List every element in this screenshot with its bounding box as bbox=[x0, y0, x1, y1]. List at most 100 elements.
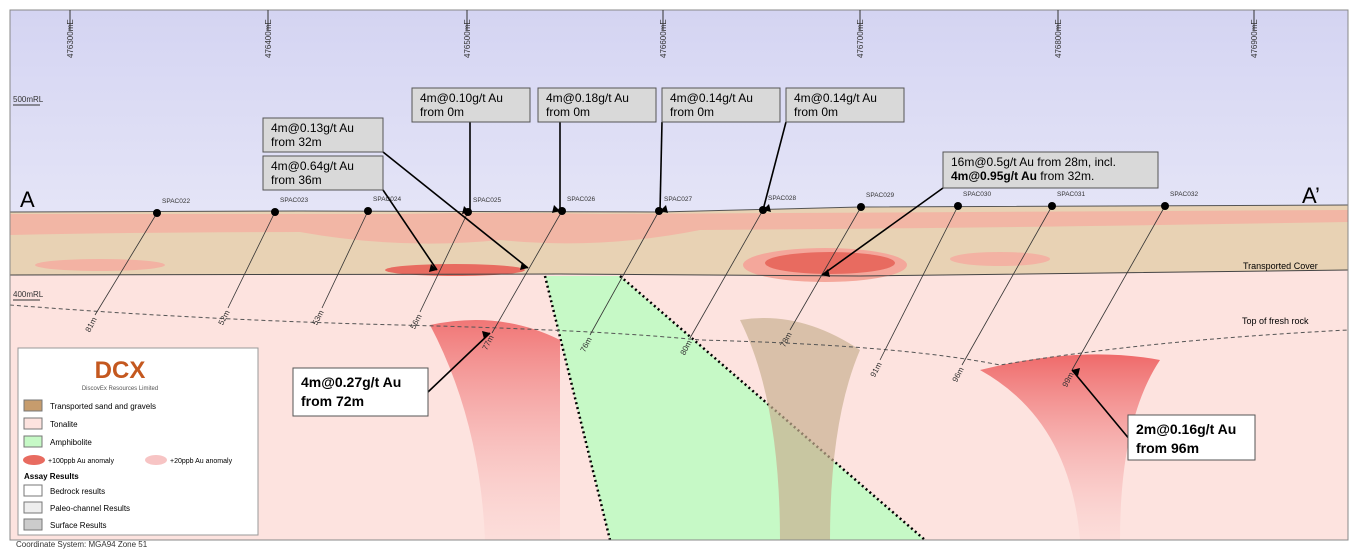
callout-text: from 0m bbox=[546, 105, 590, 119]
hole-id: SPAC031 bbox=[1057, 191, 1085, 198]
callout-text: from 0m bbox=[670, 105, 714, 119]
drillhole bbox=[94, 212, 158, 316]
logo: DCX bbox=[95, 357, 146, 384]
legend-swatch bbox=[23, 518, 43, 531]
hole-id: SPAC024 bbox=[373, 196, 401, 203]
anomaly bbox=[980, 354, 1160, 540]
easting-label: 476500mE bbox=[463, 19, 472, 58]
callout-box bbox=[537, 87, 657, 123]
fresh-rock-line bbox=[9, 304, 1349, 366]
frame bbox=[9, 9, 1349, 541]
easting-label: 476400mE bbox=[264, 19, 273, 58]
callout-box bbox=[1127, 414, 1256, 461]
arrow-head bbox=[520, 262, 528, 270]
collar bbox=[153, 209, 161, 217]
callout-arrow bbox=[821, 187, 944, 276]
callout-text: from 36m bbox=[271, 173, 322, 187]
drillhole bbox=[419, 211, 469, 313]
arrow-head bbox=[660, 205, 668, 213]
easting-label: 476800mE bbox=[1054, 19, 1063, 58]
collar bbox=[1161, 202, 1169, 210]
arrow-head bbox=[429, 264, 437, 272]
drillhole bbox=[961, 205, 1053, 366]
legend-swatch bbox=[23, 417, 43, 430]
callout-text: 4m@0.10g/t Au bbox=[420, 91, 503, 105]
callout-text: 16m@0.5g/t Au from 28m, incl. bbox=[951, 155, 1116, 169]
legend-label: Tonalite bbox=[50, 420, 78, 429]
hole-id: SPAC027 bbox=[664, 196, 692, 203]
hole-id: SPAC028 bbox=[768, 195, 796, 202]
drillhole bbox=[1071, 205, 1166, 371]
callout-arrow bbox=[382, 151, 529, 269]
drillhole bbox=[227, 211, 276, 309]
anomaly bbox=[740, 318, 860, 540]
drillhole bbox=[589, 210, 660, 336]
legend-box bbox=[17, 347, 259, 536]
anomaly bbox=[35, 259, 165, 271]
base-cover bbox=[9, 269, 1349, 277]
easting-label: 476600mE bbox=[659, 19, 668, 58]
legend-label: Amphibolite bbox=[50, 438, 92, 447]
callout-box bbox=[785, 87, 905, 123]
drillhole bbox=[879, 205, 959, 361]
section-label: A’ bbox=[1302, 183, 1320, 208]
collar bbox=[271, 208, 279, 216]
arrow-head bbox=[462, 206, 470, 214]
drillhole bbox=[321, 210, 369, 309]
callout-text: 4m@0.13g/t Au bbox=[271, 121, 354, 135]
callout-text: from 96m bbox=[1136, 440, 1199, 456]
callout-text: from 72m bbox=[301, 393, 364, 409]
legend-swatch bbox=[23, 501, 43, 514]
legend-label: Surface Results bbox=[50, 521, 106, 530]
callout-arrow bbox=[762, 121, 787, 211]
callout-text: from 32m. bbox=[1037, 169, 1094, 183]
arrow-head bbox=[822, 269, 830, 277]
callout-arrow bbox=[1071, 369, 1129, 439]
anomaly bbox=[765, 252, 895, 274]
easting-label: 476700mE bbox=[856, 19, 865, 58]
hole-id: SPAC032 bbox=[1170, 191, 1198, 198]
annotations: 476300mE 476400mE 476500mE 476600mE 476700mE… bbox=[13, 10, 1320, 461]
collar bbox=[1048, 202, 1056, 210]
callout-text: 4m@0.14g/t Au bbox=[670, 91, 753, 105]
hole-id: SPAC023 bbox=[280, 197, 308, 204]
legend-heading: Assay Results bbox=[24, 472, 79, 481]
callout-text: from 0m bbox=[794, 105, 838, 119]
unit-label: Top of fresh rock bbox=[1242, 316, 1309, 326]
hole-id: SPAC029 bbox=[866, 192, 894, 199]
legend-label: +20ppb Au anomaly bbox=[170, 458, 233, 465]
callout-arrow bbox=[382, 189, 438, 271]
anomaly bbox=[10, 210, 1348, 244]
callout-text: from 32m bbox=[271, 135, 322, 149]
legend-swatch bbox=[23, 455, 45, 465]
hole-id: SPAC022 bbox=[162, 198, 190, 205]
easting-label: 476900mE bbox=[1250, 19, 1259, 58]
elevation-label: 500mRL bbox=[13, 95, 44, 104]
hole-id: SPAC026 bbox=[567, 196, 595, 203]
callout-text: 4m@0.64g/t Au bbox=[271, 159, 354, 173]
arrow-head bbox=[482, 331, 490, 339]
legend-label: Transported sand and gravels bbox=[50, 402, 156, 411]
collar bbox=[655, 207, 663, 215]
legend-swatch bbox=[23, 399, 43, 412]
footer: Coordinate System: MGA94 Zone 51 bbox=[16, 540, 148, 549]
legend-swatch bbox=[23, 484, 43, 497]
legend-label: Paleo-channel Results bbox=[50, 504, 130, 513]
drillhole bbox=[491, 210, 563, 334]
drillhole bbox=[689, 209, 764, 339]
legend: DCX DiscovEx Resources Limited Transport… bbox=[17, 347, 259, 536]
callout-text: from 0m bbox=[546, 105, 590, 119]
callout-bold: 4m@0.95g/t Au bbox=[951, 169, 1037, 183]
drillhole bbox=[789, 206, 862, 331]
callout-text: from 0m bbox=[670, 105, 714, 119]
hole-id: SPAC030 bbox=[963, 191, 991, 198]
callout-box bbox=[942, 151, 1159, 189]
callout-text: 4m@0.14g/t Au bbox=[794, 91, 877, 105]
collar bbox=[364, 207, 372, 215]
callout-box bbox=[411, 87, 531, 123]
anomaly bbox=[385, 264, 525, 276]
callout-text: from 0m bbox=[420, 105, 464, 119]
collar bbox=[857, 203, 865, 211]
